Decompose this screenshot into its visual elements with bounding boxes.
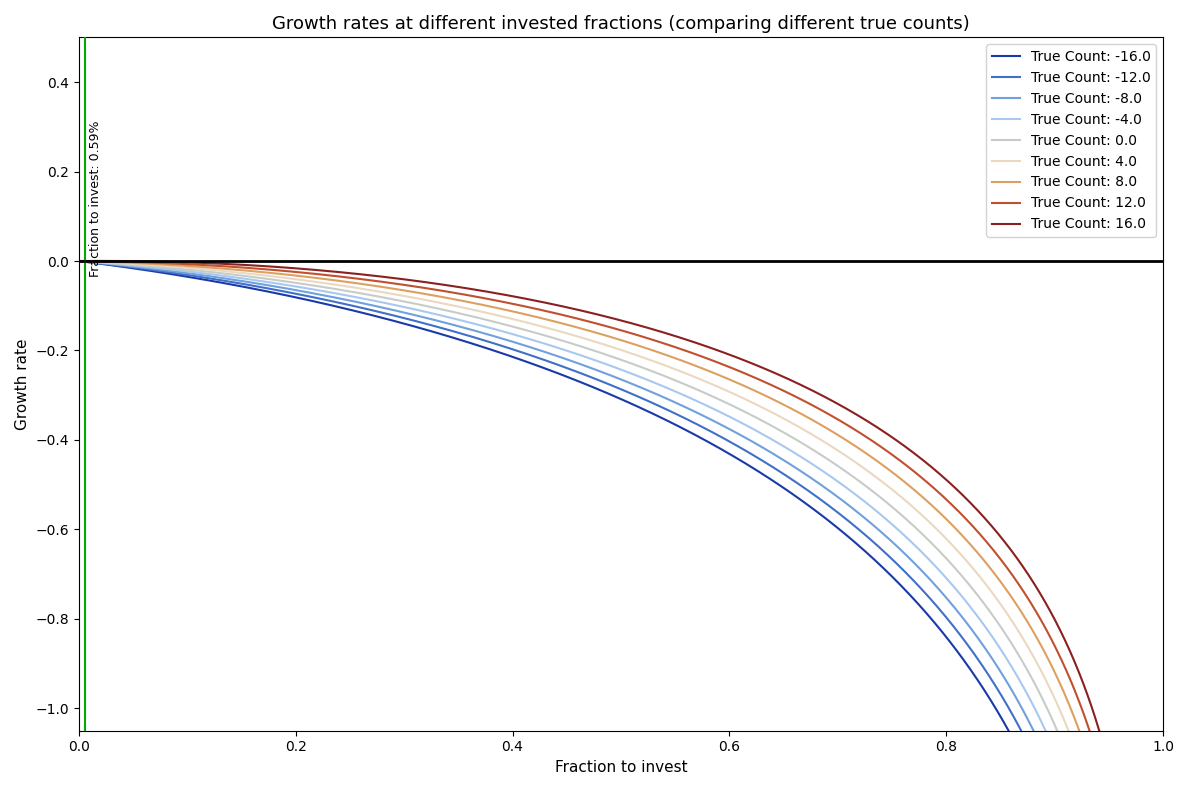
True Count: 16.0: (0.487, -0.125): 16.0: (0.487, -0.125) xyxy=(599,312,614,322)
True Count: -16.0: (0.0001, -3e-05): -16.0: (0.0001, -3e-05) xyxy=(71,256,86,265)
Legend: True Count: -16.0, True Count: -12.0, True Count: -8.0, True Count: -4.0, True C: True Count: -16.0, True Count: -12.0, Tr… xyxy=(986,44,1156,237)
True Count: -8.0: (0.0001, -2.2e-05): -8.0: (0.0001, -2.2e-05) xyxy=(71,256,86,265)
True Count: -12.0: (0.0511, -0.0146): -12.0: (0.0511, -0.0146) xyxy=(127,263,141,273)
True Count: 0.0: (0.46, -0.188): 0.0: (0.46, -0.188) xyxy=(571,340,585,350)
X-axis label: Fraction to invest: Fraction to invest xyxy=(554,760,687,775)
True Count: 12.0: (0.0001, -2.01e-06): 12.0: (0.0001, -2.01e-06) xyxy=(71,256,86,265)
True Count: -4.0: (0.46, -0.208): -4.0: (0.46, -0.208) xyxy=(571,349,585,359)
Line: True Count: 8.0: True Count: 8.0 xyxy=(78,261,1163,790)
True Count: -8.0: (0.486, -0.252): -8.0: (0.486, -0.252) xyxy=(599,369,614,378)
True Count: -4.0: (0.0511, -0.0105): -4.0: (0.0511, -0.0105) xyxy=(127,261,141,270)
True Count: -8.0: (0.46, -0.228): -8.0: (0.46, -0.228) xyxy=(571,359,585,368)
True Count: 16.0: (0.0516, -0.000301): 16.0: (0.0516, -0.000301) xyxy=(127,257,141,266)
Line: True Count: 12.0: True Count: 12.0 xyxy=(78,261,1163,790)
True Count: 8.0: (0.486, -0.167): 8.0: (0.486, -0.167) xyxy=(599,331,614,340)
True Count: -4.0: (0.787, -0.675): -4.0: (0.787, -0.675) xyxy=(925,559,939,568)
True Count: 0.0: (0.0511, -0.00847): 0.0: (0.0511, -0.00847) xyxy=(127,260,141,269)
True Count: 8.0: (0.787, -0.548): 8.0: (0.787, -0.548) xyxy=(925,501,939,510)
Line: True Count: -4.0: True Count: -4.0 xyxy=(78,261,1163,790)
True Count: 16.0: (0.0001, 2e-06): 16.0: (0.0001, 2e-06) xyxy=(71,256,86,265)
Line: True Count: 16.0: True Count: 16.0 xyxy=(78,261,1163,790)
True Count: 12.0: (0.0511, -0.00233): 12.0: (0.0511, -0.00233) xyxy=(127,258,141,267)
Title: Growth rates at different invested fractions (comparing different true counts): Growth rates at different invested fract… xyxy=(272,15,970,33)
True Count: -8.0: (0.0511, -0.0126): -8.0: (0.0511, -0.0126) xyxy=(127,262,141,272)
True Count: 12.0: (0.787, -0.505): 12.0: (0.787, -0.505) xyxy=(925,482,939,491)
True Count: -16.0: (0.46, -0.268): -16.0: (0.46, -0.268) xyxy=(571,376,585,386)
True Count: 4.0: (0.787, -0.59): 4.0: (0.787, -0.59) xyxy=(925,521,939,530)
True Count: -4.0: (0.0001, -1.8e-05): -4.0: (0.0001, -1.8e-05) xyxy=(71,256,86,265)
True Count: 12.0: (0.486, -0.146): 12.0: (0.486, -0.146) xyxy=(599,322,614,331)
True Count: -12.0: (0.787, -0.76): -12.0: (0.787, -0.76) xyxy=(925,596,939,606)
True Count: -12.0: (0.46, -0.248): -12.0: (0.46, -0.248) xyxy=(571,367,585,377)
True Count: 16.0: (0.788, -0.463): 16.0: (0.788, -0.463) xyxy=(926,464,940,473)
True Count: 4.0: (0.0511, -0.00642): 4.0: (0.0511, -0.00642) xyxy=(127,259,141,269)
True Count: 8.0: (0.0511, -0.00438): 8.0: (0.0511, -0.00438) xyxy=(127,258,141,268)
True Count: -12.0: (0.486, -0.273): -12.0: (0.486, -0.273) xyxy=(599,378,614,388)
True Count: 8.0: (0.0001, -6.01e-06): 8.0: (0.0001, -6.01e-06) xyxy=(71,256,86,265)
True Count: 16.0: (0.0201, 0.0002): 16.0: (0.0201, 0.0002) xyxy=(94,256,108,265)
Y-axis label: Growth rate: Growth rate xyxy=(15,338,30,430)
True Count: -8.0: (0.787, -0.718): -8.0: (0.787, -0.718) xyxy=(925,577,939,587)
True Count: -16.0: (0.0511, -0.0167): -16.0: (0.0511, -0.0167) xyxy=(127,264,141,273)
True Count: 0.0: (0.787, -0.633): 0.0: (0.787, -0.633) xyxy=(925,540,939,549)
True Count: 4.0: (0.486, -0.188): 4.0: (0.486, -0.188) xyxy=(599,340,614,350)
Line: True Count: -16.0: True Count: -16.0 xyxy=(78,261,1163,790)
Line: True Count: -8.0: True Count: -8.0 xyxy=(78,261,1163,790)
True Count: 0.0: (0.0001, -1.4e-05): 0.0: (0.0001, -1.4e-05) xyxy=(71,256,86,265)
True Count: 8.0: (0.46, -0.149): 8.0: (0.46, -0.149) xyxy=(571,323,585,333)
True Count: 12.0: (0.46, -0.129): 12.0: (0.46, -0.129) xyxy=(571,314,585,323)
True Count: -4.0: (0.486, -0.23): -4.0: (0.486, -0.23) xyxy=(599,359,614,369)
True Count: -12.0: (0.0001, -2.6e-05): -12.0: (0.0001, -2.6e-05) xyxy=(71,256,86,265)
True Count: -16.0: (0.486, -0.294): -16.0: (0.486, -0.294) xyxy=(599,388,614,397)
True Count: -16.0: (0.787, -0.803): -16.0: (0.787, -0.803) xyxy=(925,615,939,625)
Text: Fraction to invest: 0.59%: Fraction to invest: 0.59% xyxy=(88,121,101,277)
Line: True Count: -12.0: True Count: -12.0 xyxy=(78,261,1163,790)
True Count: 16.0: (0.46, -0.109): 16.0: (0.46, -0.109) xyxy=(571,305,585,314)
Line: True Count: 0.0: True Count: 0.0 xyxy=(78,261,1163,790)
True Count: 4.0: (0.46, -0.168): 4.0: (0.46, -0.168) xyxy=(571,332,585,341)
True Count: 0.0: (0.486, -0.209): 0.0: (0.486, -0.209) xyxy=(599,350,614,359)
True Count: 4.0: (0.0001, -1e-05): 4.0: (0.0001, -1e-05) xyxy=(71,256,86,265)
Line: True Count: 4.0: True Count: 4.0 xyxy=(78,261,1163,790)
